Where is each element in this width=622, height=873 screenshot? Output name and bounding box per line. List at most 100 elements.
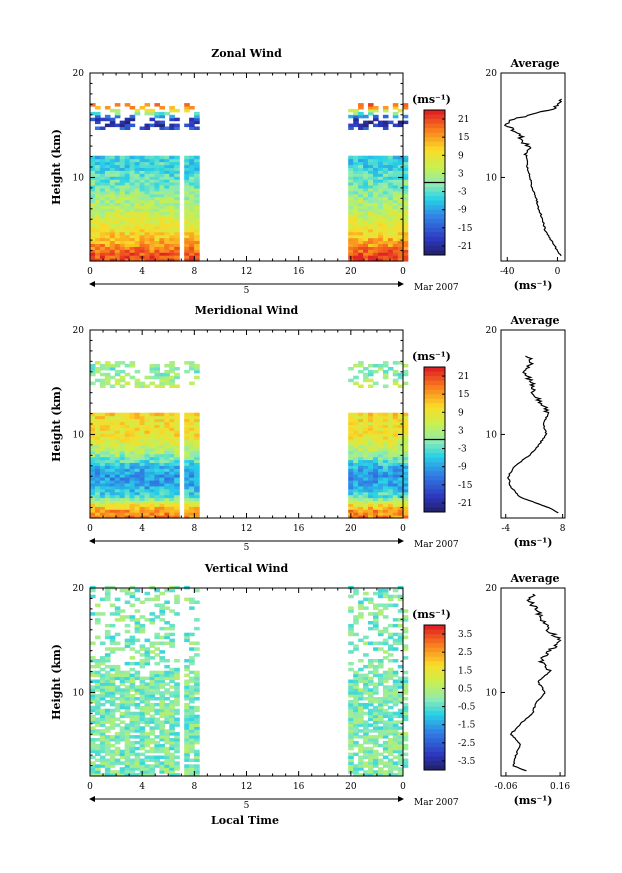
heatmap-cell [368,193,374,198]
heatmap-cell [124,494,131,499]
heatmap-cell [363,729,369,733]
heatmap-cell [124,482,131,487]
heatmap-cell [149,656,156,660]
heatmap-cell [392,500,399,504]
heatmap-cell [169,106,175,110]
heatmap-cell [95,752,101,757]
heatmap-cell [109,650,116,654]
heatmap-cell [402,252,409,256]
heatmap-cell [378,659,384,663]
heatmap-cell [189,433,195,437]
colorbar-step [424,751,445,757]
heatmap-cell [382,234,389,239]
heatmap-cell [129,158,136,163]
heatmap-cell [353,676,359,681]
y-tick-label: 20 [73,584,85,594]
heatmap-cell [99,225,106,230]
heatmap-cell [164,214,170,218]
heatmap-cell [378,697,384,701]
heatmap-cell [124,427,131,431]
heatmap-cell [90,740,96,745]
heatmap-cell [154,444,160,449]
heatmap-cell [348,594,354,599]
heatmap-cell [124,372,131,377]
heatmap-cell [114,217,121,221]
heatmap-cell [387,491,394,496]
heatmap-cell [363,702,369,707]
heatmap-cell [402,688,409,692]
heatmap-cell [104,494,111,499]
heatmap-cell [99,364,106,368]
heatmap-cell [373,503,379,507]
heatmap-cell [189,182,195,186]
heatmap-cell [90,488,96,493]
heatmap-cell [368,231,374,236]
heatmap-cell [174,485,180,490]
heatmap-cell [104,193,111,198]
heatmap-cell [104,597,111,602]
heatmap-cell [348,717,354,721]
heatmap-cell [353,459,359,463]
heatmap-cell [114,240,121,244]
heatmap-cell [95,430,101,434]
heatmap-cell [114,361,121,365]
heatmap-cell [154,453,160,458]
heatmap-cell [159,500,165,504]
heatmap-cell [189,444,195,449]
heatmap-cell [124,249,131,253]
heatmap-cell [397,415,404,420]
heatmap-cell [373,682,379,686]
heatmap-cell [402,170,409,174]
heatmap-cell [194,764,200,768]
heatmap-cell [392,179,399,183]
heatmap-cell [353,509,359,513]
heatmap-cell [353,717,359,721]
heatmap-cell [139,623,146,628]
heatmap-cell [358,173,364,177]
heatmap-cell [144,439,151,443]
heatmap-cell [104,450,111,455]
heatmap-cell [149,234,156,239]
heatmap-cell [169,430,175,434]
heatmap-cell [154,512,160,516]
heatmap-cell [144,740,151,745]
heatmap-cell [95,480,101,484]
heatmap-cell [363,752,369,757]
heatmap-cell [194,208,200,212]
heatmap-cell [368,205,374,209]
heatmap-cell [104,653,111,657]
heatmap-cell [373,415,379,420]
heatmap-cell [134,111,141,116]
heatmap-cell [348,108,354,113]
heatmap-cell [363,158,369,163]
heatmap-cell [139,208,146,212]
heatmap-cell [124,691,131,695]
heatmap-cell [95,477,101,481]
heatmap-cell [139,761,146,765]
heatmap-cell [387,494,394,499]
heatmap-cell [189,694,195,698]
heatmap-cell [348,439,354,443]
heatmap-cell [397,503,404,507]
heatmap-cell [99,749,106,754]
heatmap-cell [154,482,160,487]
heatmap-cell [95,436,101,440]
heatmap-cell [159,764,165,768]
heatmap-cell [363,738,369,742]
heatmap-cell [159,512,165,516]
heatmap-cell [392,176,399,180]
heatmap-cell [382,190,389,195]
heatmap-cell [348,237,354,242]
heatmap-cell [373,202,379,206]
heatmap-cell [90,480,96,484]
heatmap-cell [194,477,200,481]
heatmap-cell [184,638,190,643]
heatmap-cell [164,430,170,434]
heatmap-cell [382,515,389,519]
heatmap-cell [99,673,106,678]
heatmap-cell [90,103,96,107]
heatmap-cell [95,720,101,724]
heatmap-cell [392,743,399,748]
heatmap-cell [348,418,354,423]
heatmap-cell [363,196,369,201]
